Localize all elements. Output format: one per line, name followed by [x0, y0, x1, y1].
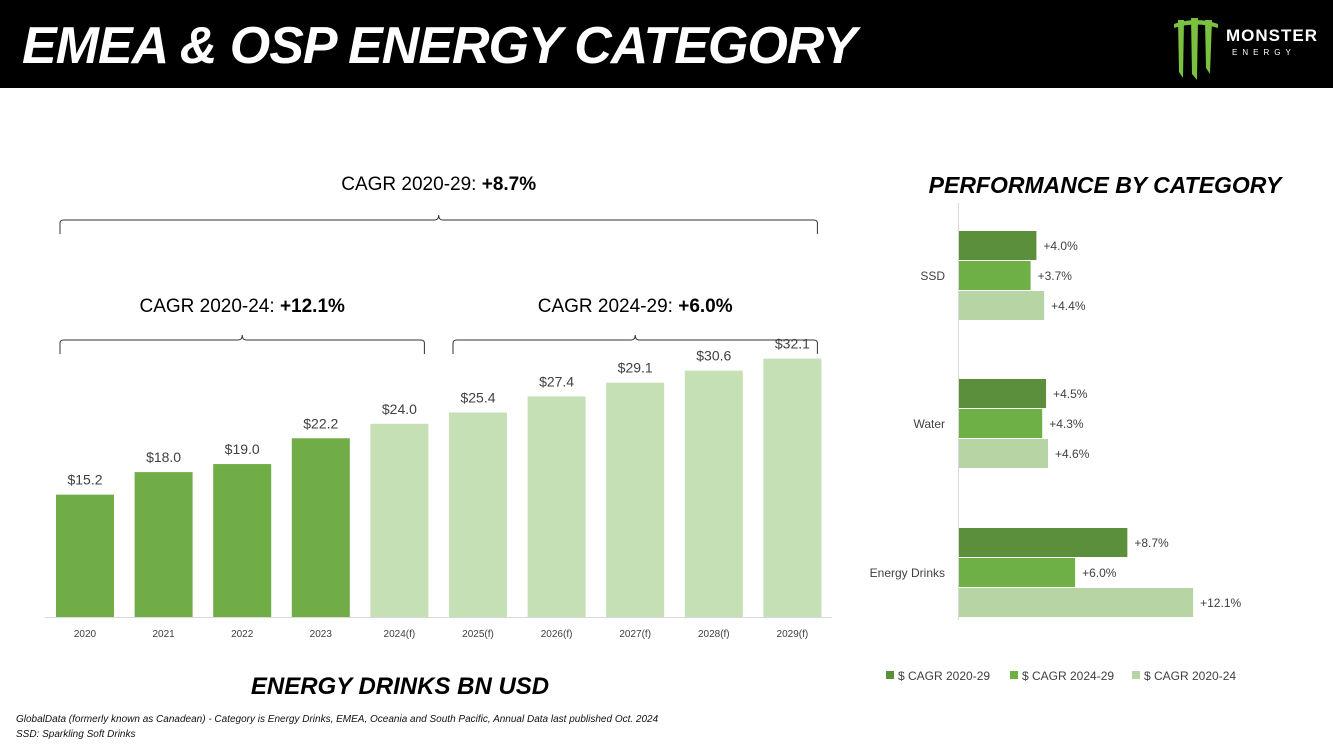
cagr-value: +6.0% [678, 296, 733, 317]
perf-bar [959, 558, 1076, 587]
x-tick-label: 2026(f) [541, 629, 573, 640]
x-tick-label: 2028(f) [698, 629, 730, 640]
perf-bar-value-label: +8.7% [1134, 536, 1169, 550]
ssd-footnote: SSD: Sparkling Soft Drinks [16, 729, 136, 740]
cagr-annotation: CAGR 2020-29: +8.7% [341, 174, 536, 195]
category-label: Energy Drinks [870, 566, 945, 580]
perf-bar-value-label: +4.4% [1051, 299, 1086, 313]
cagr-brace [59, 334, 425, 354]
bar-value-label: $18.0 [146, 449, 181, 465]
page-title: EMEA & OSP ENERGY CATEGORY [22, 17, 857, 75]
bar-2021 [134, 472, 193, 617]
legend-label: $ CAGR 2024-29 [1022, 669, 1114, 683]
x-tick-label: 2020 [74, 629, 97, 640]
bar-2026(f) [527, 396, 586, 617]
bar-2023 [291, 438, 350, 617]
x-tick-label: 2027(f) [619, 629, 651, 640]
bar-value-label: $24.0 [382, 401, 417, 417]
category-label: Water [913, 417, 945, 431]
perf-bar-value-label: +4.0% [1043, 239, 1078, 253]
bar-value-label: $15.2 [67, 472, 102, 488]
x-tick-label: 2025(f) [462, 629, 494, 640]
perf-bar [959, 231, 1037, 260]
bar-value-label: $29.1 [618, 360, 653, 376]
header-bar: EMEA & OSP ENERGY CATEGORY MONSTER ENERG… [0, 0, 1333, 88]
bar-value-label: $32.1 [775, 336, 810, 352]
perf-bar-value-label: +6.0% [1082, 566, 1117, 580]
x-tick-label: 2021 [152, 629, 175, 640]
cagr-label: CAGR 2024-29: [538, 296, 678, 317]
source-footnote: GlobalData (formerly known as Canadean) … [16, 714, 659, 725]
performance-by-category-chart: PERFORMANCE BY CATEGORY SSD +4.0% +3.7% +4.4… [870, 172, 1284, 683]
bar-2028(f) [684, 370, 743, 617]
x-tick-label: 2029(f) [777, 629, 809, 640]
perf-bar [959, 528, 1128, 557]
bar-2025(f) [449, 412, 507, 617]
perf-bar-value-label: +3.7% [1038, 269, 1073, 283]
bar-2024(f) [370, 423, 429, 617]
cagr-brace [452, 334, 818, 354]
legend-swatch [1010, 671, 1018, 679]
logo-sub-text: ENERGY [1232, 48, 1296, 57]
bar-value-label: $22.2 [303, 415, 338, 431]
bar-value-label: $27.4 [539, 373, 574, 389]
legend-label: $ CAGR 2020-24 [1144, 669, 1236, 683]
legend-swatch [1132, 671, 1140, 679]
category-label: SSD [920, 269, 945, 283]
perf-bar-value-label: +4.3% [1049, 417, 1084, 431]
bar-2022 [213, 464, 272, 617]
perf-bar [959, 291, 1045, 320]
x-tick-label: 2024(f) [384, 629, 416, 640]
energy-drinks-bar-chart: $15.2 2020 $18.0 2021 $19.0 2022 $22.2 2023 $24.… [45, 174, 832, 700]
cagr-label: CAGR 2020-24: [139, 296, 279, 317]
bar-value-label: $25.4 [460, 390, 495, 406]
bar-value-label: $30.6 [696, 348, 731, 364]
monster-claw-icon [1174, 18, 1218, 80]
perf-bar [959, 588, 1194, 617]
perf-bar-value-label: +4.6% [1055, 447, 1090, 461]
bar-2029(f) [763, 358, 822, 617]
perf-chart-title: PERFORMANCE BY CATEGORY [929, 172, 1284, 198]
cagr-brace [59, 214, 818, 234]
perf-bar [959, 439, 1049, 468]
logo-brand-text: MONSTER [1226, 26, 1318, 45]
perf-bar [959, 379, 1047, 408]
cagr-value: +8.7% [482, 174, 537, 195]
perf-bar [959, 409, 1043, 438]
perf-bar-value-label: +12.1% [1200, 596, 1241, 610]
x-tick-label: 2022 [231, 629, 254, 640]
perf-bar [959, 261, 1031, 290]
cagr-label: CAGR 2020-29: [341, 174, 481, 195]
cagr-annotation: CAGR 2024-29: +6.0% [538, 296, 733, 317]
cagr-value: +12.1% [280, 296, 345, 317]
cagr-annotation: CAGR 2020-24: +12.1% [139, 296, 345, 317]
perf-bar-value-label: +4.5% [1053, 387, 1088, 401]
legend-label: $ CAGR 2020-29 [898, 669, 990, 683]
chart-title: ENERGY DRINKS BN USD [251, 673, 549, 700]
x-tick-label: 2023 [310, 629, 333, 640]
legend-swatch [886, 671, 894, 679]
bar-2020 [56, 494, 114, 617]
brand-logo: MONSTER ENERGY [1170, 12, 1320, 82]
bar-value-label: $19.0 [225, 441, 260, 457]
bar-2027(f) [606, 382, 665, 617]
